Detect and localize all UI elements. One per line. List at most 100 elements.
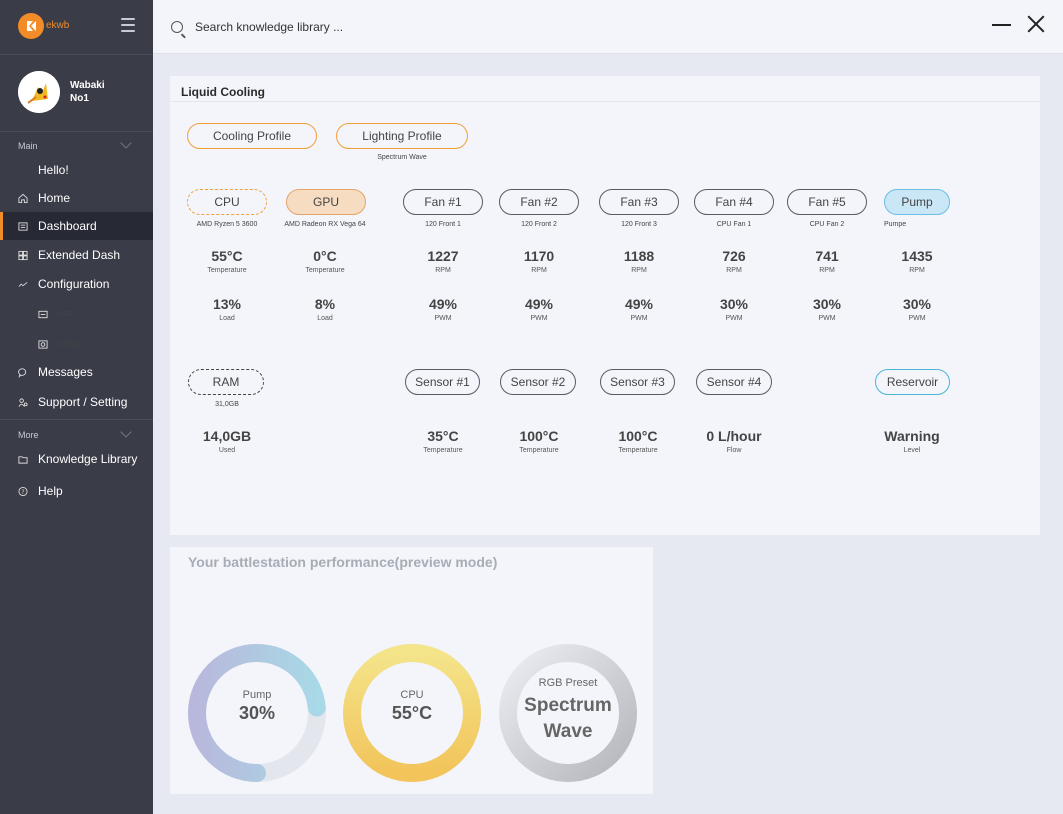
component-ram-button[interactable]: RAM — [188, 369, 264, 395]
component-fan3-button[interactable]: Fan #3 — [599, 189, 679, 215]
sidebar-item-cooling[interactable]: Cooling — [0, 330, 110, 358]
sidebar-item-dashboard[interactable]: Dashboard — [0, 212, 153, 240]
sidebar-item-extended-dash[interactable]: Extended Dash — [0, 241, 153, 269]
username-line1: Wabaki — [70, 80, 105, 91]
sensor-label: Flow — [726, 447, 742, 454]
component-label: Used — [218, 447, 236, 454]
sidebar-item-label: Knowledge Library — [38, 452, 138, 466]
sensor1-button[interactable]: Sensor #1 — [405, 369, 480, 395]
component-fan2-button[interactable]: Fan #2 — [499, 189, 579, 215]
component-sub: 120 Front 3 — [621, 221, 657, 228]
panel-title-divider — [170, 101, 1040, 102]
lighting-profile-sub: Spectrum Wave — [377, 154, 427, 161]
component-cpu-button[interactable]: CPU — [187, 189, 267, 215]
chat-icon — [18, 367, 28, 378]
component-value: 741 — [815, 248, 839, 264]
sidebar-item-label: Configuration — [38, 277, 110, 291]
reservoir-label: Level — [903, 447, 921, 454]
component-sub: 120 Front 1 — [425, 221, 461, 228]
section-main-chevron-icon[interactable] — [120, 137, 132, 149]
reservoir-value: Warning — [884, 428, 940, 444]
user-profile[interactable]: Wabaki No1 — [0, 54, 153, 132]
sidebar-item-label: Support / Setting — [38, 395, 128, 409]
rgb-icon — [38, 309, 48, 319]
section-more-chevron-icon[interactable] — [120, 426, 132, 438]
component-label: Temperature — [207, 267, 247, 274]
pump-gauge — [188, 644, 326, 782]
grid-icon — [18, 250, 28, 260]
component-value: 14,0GB — [202, 428, 252, 444]
component-value: 0°C — [313, 248, 337, 264]
close-icon[interactable] — [1027, 15, 1045, 33]
pump-gauge-text: Pump 30% — [186, 689, 328, 724]
sidebar-item-configuration[interactable]: Configuration — [0, 270, 153, 298]
reservoir-button[interactable]: Reservoir — [875, 369, 950, 395]
username-line2: No1 — [70, 93, 89, 104]
cooling-profile-button[interactable]: Cooling Profile — [187, 123, 317, 149]
logo-text: ekwb — [46, 20, 70, 31]
lighting-profile-button[interactable]: Lighting Profile — [336, 123, 468, 149]
sidebar-item-label: Messages — [38, 365, 93, 379]
gauge-value: 55°C — [391, 703, 433, 723]
ekwb-logo-icon — [18, 13, 44, 39]
gauge-track — [499, 644, 637, 782]
component-label: PWM — [908, 315, 926, 322]
component-value: 1227 — [427, 248, 459, 264]
sensor-value: 0 L/hour — [706, 428, 762, 444]
component-label: PWM — [434, 315, 452, 322]
component-label: PWM — [530, 315, 548, 322]
sensor4-button[interactable]: Sensor #4 — [696, 369, 772, 395]
component-sub: CPU Fan 2 — [809, 221, 845, 228]
sidebar-item-home[interactable]: Home — [0, 184, 153, 212]
component-label: RPM — [726, 267, 742, 274]
component-label: RPM — [435, 267, 451, 274]
rgb-preset-gauge — [499, 644, 637, 782]
component-gpu-button[interactable]: GPU — [286, 189, 366, 215]
sidebar-item-support-setting[interactable]: Support / Setting — [0, 388, 153, 416]
sidebar-item-label: Dashboard — [38, 219, 97, 233]
component-sub: AMD Radeon RX Vega 64 — [284, 221, 366, 228]
component-value: 13% — [212, 296, 242, 312]
gauge-value-line1: Spectrum — [524, 695, 612, 716]
search-input[interactable] — [195, 16, 595, 38]
component-pump-button[interactable]: Pump — [884, 189, 950, 215]
section-main-label: Main — [18, 141, 38, 151]
component-value: 49% — [524, 296, 554, 312]
component-label: Temperature — [305, 267, 345, 274]
sidebar-item-messages[interactable]: Messages — [0, 358, 153, 386]
sidebar-item-knowledge-library[interactable]: Knowledge Library — [0, 445, 153, 473]
sidebar-divider — [0, 419, 153, 420]
cooling-icon — [38, 339, 48, 349]
sensor2-button[interactable]: Sensor #2 — [500, 369, 576, 395]
sidebar-item-rgb[interactable]: RGB — [0, 300, 110, 328]
component-label: RPM — [531, 267, 547, 274]
minimize-icon[interactable] — [992, 24, 1011, 26]
component-sub: Pumpe — [884, 221, 907, 228]
component-label: RPM — [819, 267, 835, 274]
hamburger-menu-icon[interactable] — [121, 18, 135, 34]
username: Wabaki No1 — [70, 79, 105, 105]
component-label: RPM — [909, 267, 925, 274]
component-label: PWM — [725, 315, 743, 322]
cpu-gauge-text: CPU 55°C — [341, 689, 483, 724]
help-icon: ? — [18, 486, 28, 496]
component-value: 726 — [722, 248, 746, 264]
avatar — [18, 71, 60, 113]
component-fan1-button[interactable]: Fan #1 — [403, 189, 483, 215]
topbar — [153, 0, 1063, 54]
component-fan5-button[interactable]: Fan #5 — [787, 189, 867, 215]
sidebar-item-help[interactable]: ? Help — [0, 477, 153, 505]
support-icon — [18, 397, 28, 407]
component-value: 30% — [719, 296, 749, 312]
search-icon[interactable] — [171, 21, 183, 33]
component-value: 1188 — [623, 248, 655, 264]
component-value: 49% — [624, 296, 654, 312]
gauge-label: RGB Preset — [538, 677, 598, 689]
component-label: Load — [219, 315, 235, 322]
sidebar-item-hello[interactable]: Hello! — [0, 156, 153, 184]
component-fan4-button[interactable]: Fan #4 — [694, 189, 774, 215]
sensor-label: Temperature — [423, 447, 463, 454]
sensor3-button[interactable]: Sensor #3 — [600, 369, 675, 395]
rgb-gauge-text: RGB Preset Spectrum Wave — [497, 677, 639, 745]
performance-card: Your battlestation performance(preview m… — [170, 547, 653, 794]
